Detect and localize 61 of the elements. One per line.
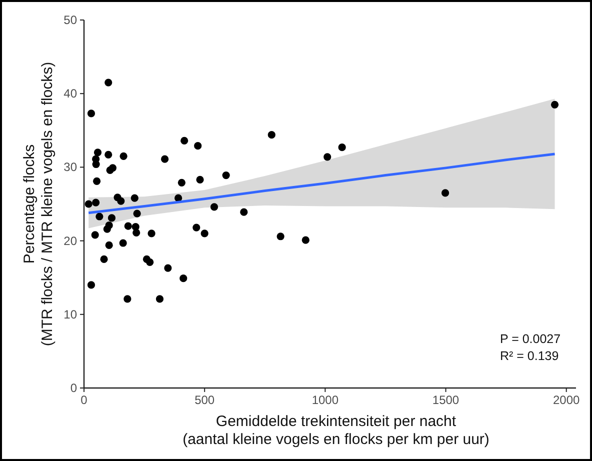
x-tick-label: 2000 <box>553 393 580 407</box>
point <box>133 210 141 218</box>
point <box>87 281 96 289</box>
point <box>178 178 186 186</box>
x-tick-label: 0 <box>80 393 88 407</box>
y-tick-label: 0 <box>70 381 78 395</box>
point <box>124 222 132 230</box>
y-tick-label: 20 <box>64 234 78 248</box>
x-tick-label: 1500 <box>432 393 460 407</box>
point <box>132 228 140 237</box>
point <box>130 194 138 202</box>
point <box>302 236 310 244</box>
point <box>180 274 188 282</box>
point <box>210 203 218 211</box>
x-axis-title: Gemiddelde trekintensiteit per nacht (aantal kleine vogels en flocks per km per uur) <box>182 413 490 448</box>
point <box>200 230 208 238</box>
y-tick-label: 10 <box>64 307 78 322</box>
annotation: P = 0.0027 <box>500 332 561 346</box>
point <box>92 177 101 185</box>
y-axis-title: Percentage flocks (MTR flocks / MTR kleine vogels en flocks) <box>21 62 56 346</box>
point <box>192 224 200 232</box>
point <box>222 171 230 180</box>
point <box>119 239 127 247</box>
point <box>156 295 164 303</box>
point <box>105 222 113 230</box>
point <box>164 264 172 272</box>
point <box>105 241 113 250</box>
point <box>268 131 276 139</box>
x-tick-label: 500 <box>194 393 215 407</box>
point <box>96 212 104 220</box>
point <box>84 200 92 208</box>
point <box>104 150 112 158</box>
y-tick-label: 30 <box>64 160 78 174</box>
point <box>104 78 112 86</box>
point <box>240 208 248 216</box>
point <box>117 197 125 205</box>
point <box>108 214 116 222</box>
point <box>120 152 128 160</box>
point <box>148 230 156 238</box>
point <box>180 136 188 145</box>
point <box>441 189 450 197</box>
point <box>100 255 108 263</box>
point <box>108 164 116 172</box>
point <box>196 176 204 184</box>
point <box>146 258 154 266</box>
x-tick-label: 1000 <box>312 393 339 407</box>
y-tick-label: 40 <box>64 86 78 101</box>
annotation: R² = 0.139 <box>500 349 559 363</box>
point <box>194 142 202 150</box>
point <box>276 232 284 240</box>
point <box>94 148 102 156</box>
point <box>92 198 100 206</box>
point <box>91 231 99 239</box>
point <box>324 153 332 161</box>
point <box>124 295 132 303</box>
point <box>87 110 96 118</box>
point <box>160 155 169 163</box>
point <box>338 144 346 152</box>
y-tick-label: 50 <box>64 13 78 27</box>
point <box>550 100 559 108</box>
line-series <box>87 152 556 214</box>
